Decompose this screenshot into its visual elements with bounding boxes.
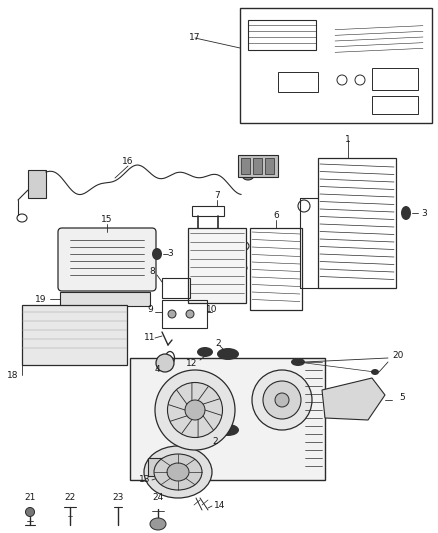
Text: 20: 20 (392, 351, 404, 359)
Text: 2: 2 (212, 438, 218, 447)
Ellipse shape (401, 206, 411, 220)
Text: 11: 11 (144, 334, 156, 343)
Text: 9: 9 (147, 305, 153, 314)
Text: 12: 12 (186, 359, 198, 368)
Ellipse shape (167, 383, 223, 438)
Ellipse shape (217, 348, 239, 360)
Bar (372, 96, 418, 114)
Text: 24: 24 (152, 494, 164, 503)
Ellipse shape (144, 446, 212, 498)
Text: 1: 1 (345, 135, 351, 144)
Bar (188, 228, 246, 303)
Bar (278, 72, 318, 92)
FancyBboxPatch shape (58, 228, 156, 291)
Ellipse shape (252, 370, 312, 430)
Ellipse shape (275, 393, 289, 407)
Text: 4: 4 (154, 366, 160, 375)
Text: 21: 21 (25, 494, 35, 503)
Bar (22, 305, 127, 365)
Ellipse shape (185, 400, 205, 420)
Bar (250, 228, 302, 310)
Text: 10: 10 (206, 305, 218, 314)
Bar (148, 458, 178, 476)
Text: 3: 3 (167, 249, 173, 259)
Text: 15: 15 (101, 215, 113, 224)
Ellipse shape (291, 358, 305, 366)
Ellipse shape (168, 310, 176, 318)
Bar (241, 158, 250, 174)
Ellipse shape (263, 381, 301, 419)
Bar (238, 155, 278, 177)
Ellipse shape (186, 310, 194, 318)
Bar (318, 158, 396, 288)
Text: 23: 23 (112, 494, 124, 503)
Text: 19: 19 (35, 295, 46, 303)
Bar (162, 278, 190, 298)
Bar (240, 8, 432, 123)
Bar (192, 206, 224, 216)
Bar (253, 158, 262, 174)
Text: 13: 13 (139, 475, 151, 484)
Bar (162, 300, 207, 328)
Text: 16: 16 (122, 157, 134, 166)
Ellipse shape (154, 454, 202, 490)
Text: 7: 7 (214, 191, 220, 200)
Text: 3: 3 (421, 208, 427, 217)
Text: 8: 8 (149, 268, 155, 277)
Bar (372, 68, 418, 90)
Ellipse shape (217, 424, 239, 436)
Ellipse shape (242, 170, 254, 180)
Text: 6: 6 (273, 212, 279, 221)
Ellipse shape (150, 518, 166, 530)
Text: 17: 17 (189, 34, 201, 43)
Ellipse shape (371, 369, 379, 375)
Bar (60, 292, 150, 306)
Polygon shape (322, 378, 385, 420)
Text: 22: 22 (64, 494, 76, 503)
Bar (248, 20, 316, 50)
Ellipse shape (25, 507, 35, 516)
Ellipse shape (155, 370, 235, 450)
Bar (265, 158, 274, 174)
Text: 18: 18 (7, 370, 18, 379)
Ellipse shape (152, 248, 162, 260)
Ellipse shape (197, 347, 213, 357)
Bar (28, 170, 46, 198)
Bar (130, 358, 325, 480)
Text: 2: 2 (215, 338, 221, 348)
Ellipse shape (167, 463, 189, 481)
Text: 14: 14 (214, 502, 226, 511)
Ellipse shape (156, 354, 174, 372)
Text: 5: 5 (399, 393, 405, 402)
